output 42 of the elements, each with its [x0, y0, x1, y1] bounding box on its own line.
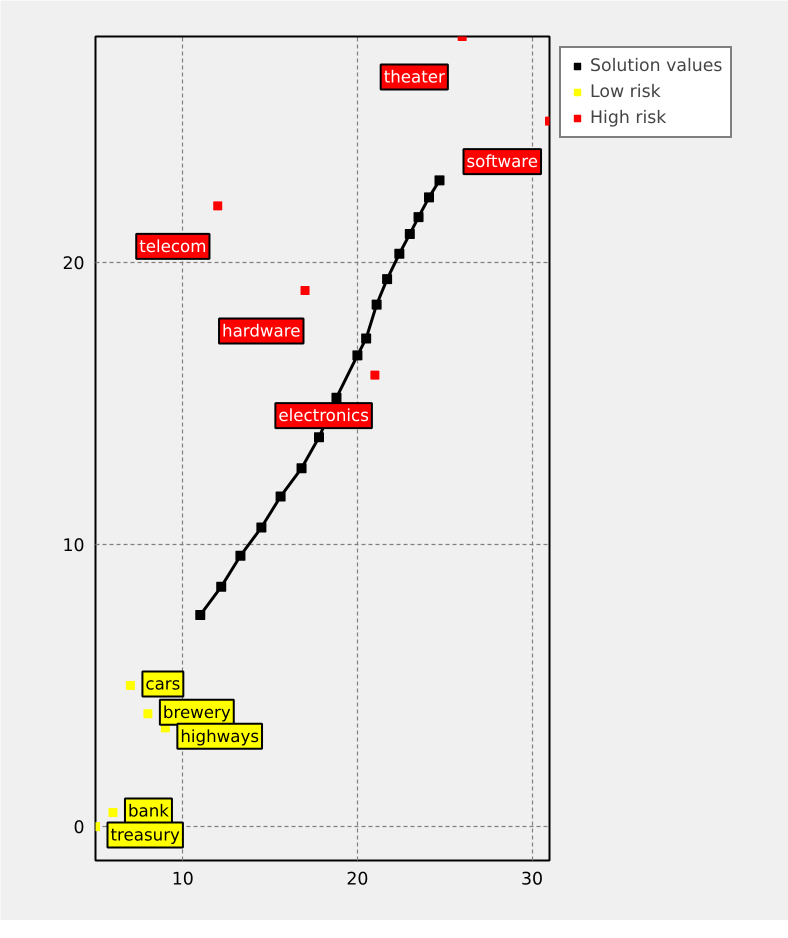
point — [256, 522, 266, 533]
legend-label: Solution values — [590, 56, 722, 76]
point — [213, 201, 222, 210]
point — [108, 808, 118, 818]
point — [276, 491, 286, 502]
point — [195, 610, 206, 620]
point — [382, 274, 392, 284]
annotation: telecom — [139, 236, 206, 256]
x-tick-label: 10 — [172, 870, 194, 890]
y-tick-label: 20 — [62, 254, 85, 274]
annotation: hardware — [222, 321, 300, 340]
legend-label: High risk — [590, 108, 666, 128]
point — [143, 709, 152, 718]
point — [352, 350, 362, 360]
point — [372, 300, 382, 310]
point — [394, 248, 404, 259]
point — [126, 681, 135, 690]
point — [434, 175, 444, 186]
point — [296, 463, 307, 474]
point — [370, 370, 380, 380]
point — [361, 333, 372, 344]
y-tick-label: 10 — [62, 536, 85, 556]
x-tick-label: 30 — [521, 870, 544, 890]
point — [314, 432, 324, 442]
y-tick-label: 0 — [73, 818, 85, 838]
point — [414, 212, 424, 222]
point — [235, 550, 246, 561]
annotation: theater — [384, 68, 446, 86]
annotation: treasury — [110, 826, 180, 845]
annotation: highways — [180, 726, 260, 746]
annotation: bank — [128, 802, 170, 821]
annotation: brewery — [162, 702, 231, 722]
point — [424, 192, 434, 202]
annotation: electronics — [278, 406, 369, 426]
x-tick-label: 20 — [346, 870, 368, 890]
point — [300, 286, 310, 295]
annotation: software — [466, 152, 538, 172]
point — [404, 229, 415, 240]
annotation: cars — [145, 674, 180, 694]
legend-label: Low risk — [590, 82, 661, 102]
point — [331, 392, 342, 403]
point — [216, 582, 226, 592]
